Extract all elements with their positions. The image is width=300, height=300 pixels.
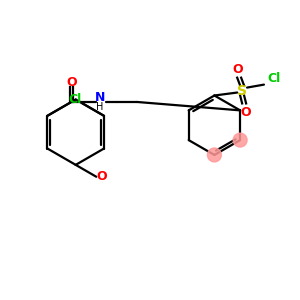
Text: H: H: [96, 102, 104, 112]
Text: O: O: [233, 63, 244, 76]
Text: O: O: [96, 170, 106, 183]
Circle shape: [233, 133, 247, 147]
Text: O: O: [241, 106, 251, 119]
Text: N: N: [95, 92, 105, 104]
Text: Cl: Cl: [267, 72, 280, 85]
Text: S: S: [237, 84, 247, 98]
Circle shape: [208, 148, 221, 162]
Text: O: O: [66, 76, 77, 88]
Text: Cl: Cl: [68, 94, 81, 106]
